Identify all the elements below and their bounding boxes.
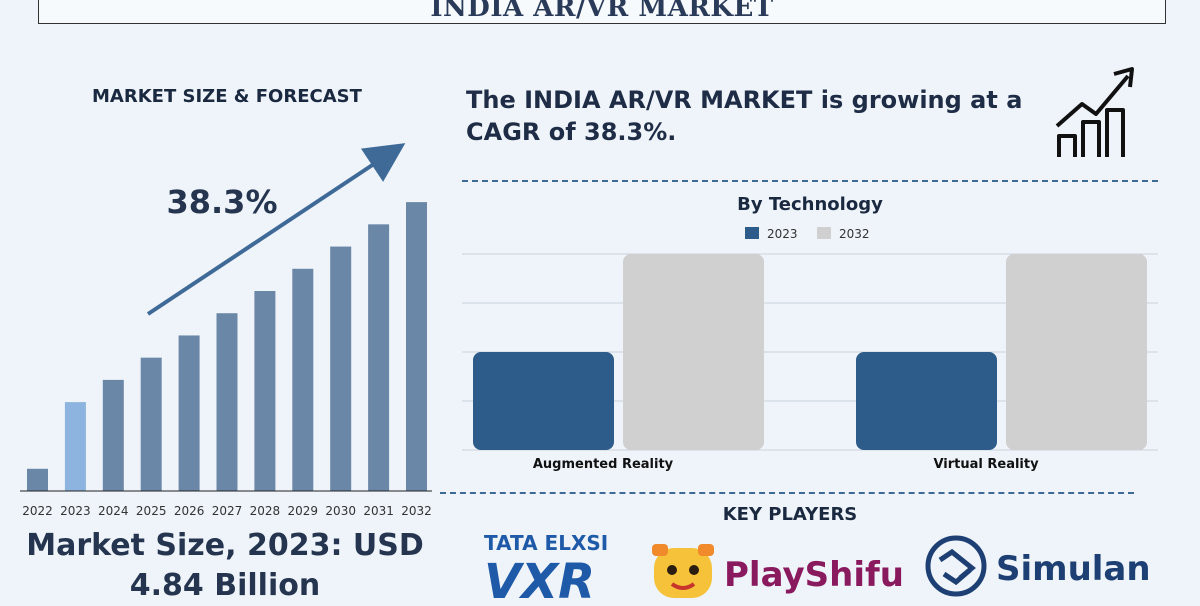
tech-bar-augmented-reality-2032	[623, 254, 764, 450]
playshifu-mascot-icon	[652, 544, 714, 598]
forecast-bar-2023	[64, 402, 86, 491]
simulanis-emblem-icon	[925, 535, 987, 597]
tech-legend-label-2023: 2023	[767, 227, 798, 241]
tech-bar-augmented-reality-2023	[473, 352, 614, 450]
tech-category-label: Virtual Reality	[933, 457, 1039, 472]
separator-top	[462, 180, 1158, 182]
key-player-1-sub: VXR	[484, 554, 595, 600]
market-size-line2: 4.84 Billion	[129, 568, 321, 603]
forecast-bar-2025	[140, 357, 162, 491]
tech-bar-virtual-reality-2032	[1006, 254, 1147, 450]
key-player-3-name: Simulanis	[996, 549, 1148, 589]
forecast-bar-2029	[292, 268, 314, 491]
forecast-bar-2030	[330, 246, 352, 491]
forecast-tick-2032: 2032	[401, 504, 432, 518]
forecast-tick-2024: 2024	[98, 504, 129, 518]
forecast-tick-2025: 2025	[136, 504, 167, 518]
cagr-annotation: 38.3%	[166, 183, 277, 221]
forecast-tick-2027: 2027	[212, 504, 243, 518]
market-size-heading: MARKET SIZE & FORECAST	[92, 86, 362, 107]
growth-statement: The INDIA AR/VR MARKET is growing at a C…	[466, 84, 1056, 148]
forecast-tick-2026: 2026	[174, 504, 205, 518]
tata-elxsi-vxr-logo: TATA ELXSI VXR	[484, 531, 608, 600]
forecast-bar-2026	[178, 335, 200, 491]
growth-line2: CAGR of 38.3%.	[466, 118, 677, 146]
tech-legend-swatch-2023	[745, 227, 759, 239]
growth-line1: The INDIA AR/VR MARKET is growing at a	[466, 86, 1023, 114]
technology-bar-chart: By Technology 2023 2032 Augmented Reality…	[462, 194, 1158, 472]
forecast-bar-chart: 38.3% 2022 2023 2024 2025 2026 2027 2028 2029 20…	[20, 143, 432, 518]
forecast-tick-2022: 2022	[22, 504, 53, 518]
key-player-1-name: TATA ELXSI	[484, 531, 608, 555]
forecast-bar-2032	[406, 202, 427, 491]
forecast-tick-2023: 2023	[60, 504, 91, 518]
growth-chart-icon	[1055, 67, 1134, 157]
tech-chart-title: By Technology	[737, 194, 883, 215]
playshifu-logo: PlayShifu	[652, 544, 902, 598]
forecast-bar-2027	[216, 313, 238, 491]
forecast-tick-2030: 2030	[325, 504, 356, 518]
forecast-bar-2031	[368, 224, 390, 491]
separator-bottom	[440, 492, 1134, 494]
market-size-line1: Market Size, 2023: USD	[26, 528, 424, 563]
forecast-bar-2022	[27, 468, 48, 491]
tech-bar-virtual-reality-2023	[856, 352, 997, 450]
page-title: INDIA AR/VR MARKET	[430, 0, 774, 23]
forecast-bar-2028	[254, 291, 276, 491]
forecast-tick-2031: 2031	[363, 504, 394, 518]
tech-category-label: Augmented Reality	[533, 457, 674, 472]
forecast-tick-2029: 2029	[288, 504, 319, 518]
key-players-heading: KEY PLAYERS	[722, 504, 858, 525]
growth-arrow	[146, 143, 406, 316]
tech-legend-swatch-2032	[817, 227, 831, 239]
tech-legend-label-2032: 2032	[839, 227, 870, 241]
market-size-text: Market Size, 2023: USD 4.84 Billion	[20, 526, 430, 606]
key-player-2-name: PlayShifu	[724, 555, 902, 595]
simulanis-logo: Simulanis	[925, 535, 1148, 597]
forecast-bar-2024	[102, 379, 124, 491]
forecast-tick-2028: 2028	[250, 504, 281, 518]
title-bar: INDIA AR/VR MARKET	[38, 0, 1166, 24]
